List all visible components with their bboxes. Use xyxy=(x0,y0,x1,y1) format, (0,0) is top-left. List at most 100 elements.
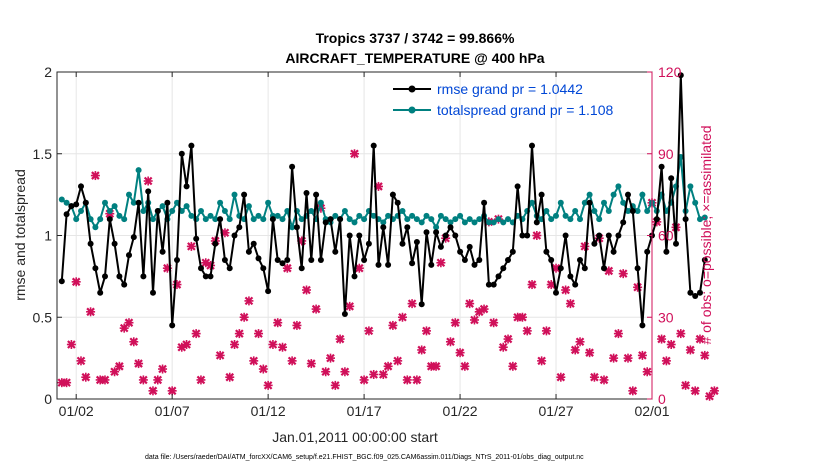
obs-count-marker xyxy=(206,260,216,270)
rmse-point xyxy=(418,301,425,308)
rmse-point xyxy=(255,255,262,262)
legend-totalspread-label: totalspread grand pr = 1.108 xyxy=(437,102,614,118)
obs-count-marker xyxy=(402,375,412,385)
obs-count-marker xyxy=(623,353,633,363)
obs-count-marker xyxy=(537,356,547,366)
rmse-point xyxy=(202,273,209,280)
totalspread-point xyxy=(461,219,468,226)
totalspread-point xyxy=(198,208,204,214)
obs-count-marker xyxy=(661,356,671,366)
obs-count-marker xyxy=(436,258,446,268)
totalspread-point xyxy=(543,208,550,214)
rmse-point xyxy=(154,208,161,214)
rmse-point xyxy=(577,257,583,263)
x-tick-label: 02/01 xyxy=(634,403,669,419)
rmse-point xyxy=(433,229,440,236)
obs-count-marker xyxy=(666,340,676,349)
totalspread-point xyxy=(485,219,492,226)
obs-count-marker xyxy=(282,263,292,273)
rmse-point xyxy=(106,216,113,223)
obs-count-marker xyxy=(397,312,407,322)
obs-count-marker xyxy=(124,318,134,328)
obs-count-marker xyxy=(306,359,316,369)
obs-count-marker xyxy=(196,375,206,385)
rmse-point xyxy=(692,293,699,299)
obs-count-marker xyxy=(311,304,321,314)
rmse-point xyxy=(68,203,75,210)
rmse-point xyxy=(97,289,104,296)
totalspread-point xyxy=(596,216,603,223)
rmse-point xyxy=(221,257,228,263)
obs-count-marker xyxy=(479,304,489,314)
obs-count-marker xyxy=(431,361,441,371)
y-right-tick-label: 30 xyxy=(658,309,674,325)
rmse-point xyxy=(658,163,665,170)
totalspread-point xyxy=(644,208,651,214)
rmse-point xyxy=(533,219,540,226)
obs-count-marker xyxy=(220,228,230,238)
totalspread-point xyxy=(92,224,99,231)
totalspread-point xyxy=(557,199,564,206)
y-right-tick-label: 60 xyxy=(658,228,674,244)
rmse-point xyxy=(212,240,219,247)
totalspread-point xyxy=(500,219,507,226)
totalspread-point xyxy=(169,208,176,214)
rmse-point xyxy=(308,257,315,263)
rmse-point xyxy=(327,216,334,223)
rmse-point xyxy=(586,199,593,206)
obs-count-marker xyxy=(393,356,403,366)
rmse-point xyxy=(476,257,483,263)
obs-count-marker xyxy=(143,176,153,186)
rmse-point xyxy=(605,232,612,239)
rmse-point xyxy=(274,257,281,263)
obs-count-marker xyxy=(421,326,431,336)
obs-count-marker xyxy=(561,285,571,295)
rmse-point xyxy=(596,232,603,239)
obs-count-marker xyxy=(186,241,196,251)
rmse-point xyxy=(337,216,344,223)
totalspread-point xyxy=(409,212,416,219)
totalspread-point xyxy=(581,199,588,206)
obs-count-marker xyxy=(350,149,359,159)
obs-count-marker xyxy=(326,353,336,363)
rmse-point xyxy=(399,240,406,247)
obs-count-marker xyxy=(532,231,542,240)
totalspread-point xyxy=(274,212,281,219)
obs-count-marker xyxy=(62,378,72,388)
obs-count-marker xyxy=(191,329,201,339)
rmse-point xyxy=(145,188,152,195)
obs-count-marker xyxy=(172,280,182,290)
rmse-point xyxy=(361,257,368,263)
rmse-point xyxy=(615,232,622,239)
obs-count-marker xyxy=(86,307,96,317)
obs-count-marker xyxy=(167,386,177,396)
totalspread-point xyxy=(207,212,214,219)
obs-count-marker xyxy=(100,375,110,385)
rmse-point xyxy=(193,235,200,242)
rmse-point xyxy=(543,248,550,255)
totalspread-point xyxy=(697,216,703,223)
totalspread-point xyxy=(332,212,339,219)
obs-count-marker xyxy=(153,375,163,385)
obs-count-marker xyxy=(613,329,623,339)
rmse-point xyxy=(385,261,392,268)
rmse-point xyxy=(121,281,128,288)
totalspread-point xyxy=(178,208,185,214)
totalspread-point xyxy=(413,216,420,223)
totalspread-point xyxy=(226,216,233,223)
obs-count-marker xyxy=(517,312,527,322)
obs-count-marker xyxy=(129,337,139,347)
totalspread-point xyxy=(620,199,627,206)
rmse-point xyxy=(269,216,276,223)
totalspread-point xyxy=(140,208,147,214)
y-axis-right-label: # of obs: o=possible; ×=assimilated xyxy=(698,125,714,344)
rmse-point xyxy=(697,289,703,296)
totalspread-point xyxy=(260,216,267,223)
totalspread-point xyxy=(692,199,699,206)
totalspread-point xyxy=(135,167,142,174)
totalspread-point xyxy=(78,208,84,214)
totalspread-point xyxy=(476,216,483,223)
rmse-point xyxy=(293,224,300,231)
obs-count-marker xyxy=(642,367,652,377)
rmse-point xyxy=(524,232,531,239)
